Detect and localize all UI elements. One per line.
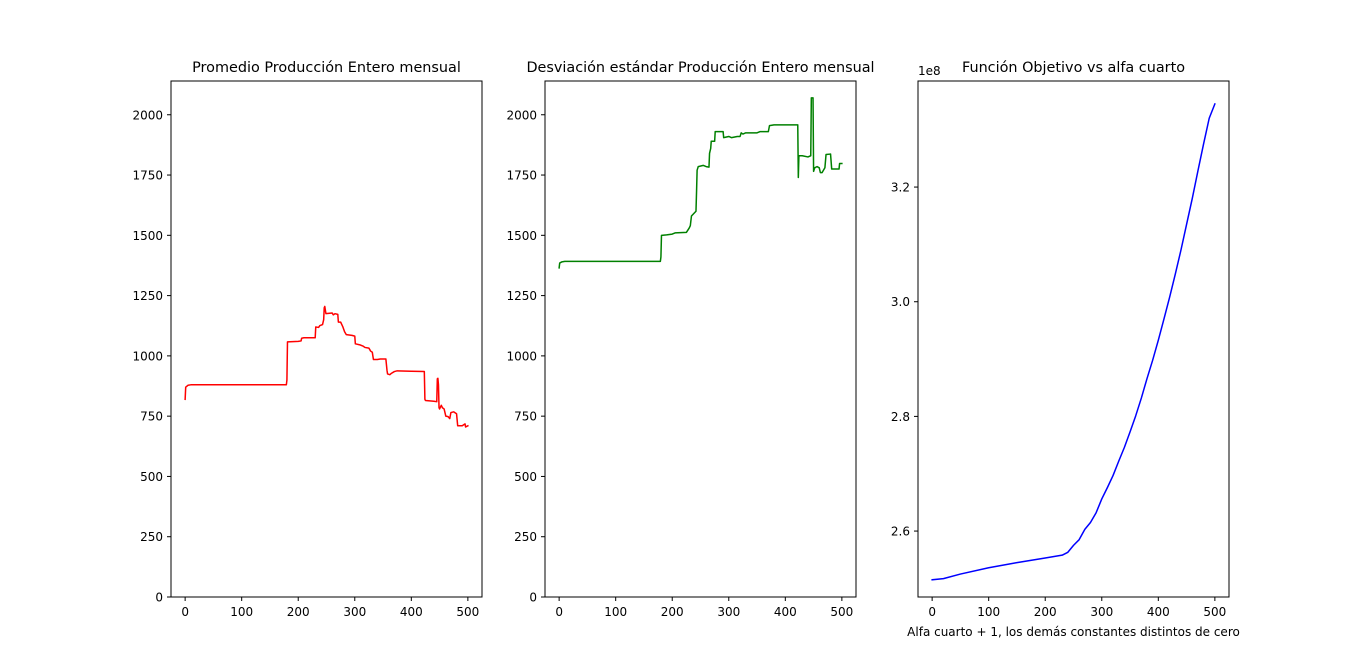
y-tick-label: 1250 xyxy=(132,289,163,303)
x-tick-label: 200 xyxy=(287,605,310,619)
x-tick-label: 400 xyxy=(774,605,797,619)
y-tick-label: 750 xyxy=(514,410,537,424)
y-tick-label: 2000 xyxy=(506,108,537,122)
subplots-group: 0 100 200 300 400 500025050075010001250150017… xyxy=(132,60,1239,639)
y-tick-label: 3.0 xyxy=(891,295,910,309)
x-tick-label: 0 xyxy=(181,605,189,619)
subplot-2: 0 100 200 300 400 500 0 250 500 750 1000 1250 1500 17… xyxy=(506,60,874,619)
y-tick-label: 2.6 xyxy=(891,525,910,539)
y-tick-label: 250 xyxy=(514,530,537,544)
chart-title: Desviación estándar Producción Entero me… xyxy=(526,60,874,76)
y-tick-label: 2000 xyxy=(132,108,163,122)
axes-frame xyxy=(170,80,483,598)
subplot-1: 0 100 200 300 400 500 0 250 500 750 1000 1250 1500 17… xyxy=(132,60,483,619)
chart-title: Función Objetivo vs alfa cuarto xyxy=(962,60,1185,76)
y-tick-label: 1000 xyxy=(506,349,537,363)
y-tick-label: 250 xyxy=(140,530,163,544)
y-tick-label: 1750 xyxy=(506,169,537,183)
axes-frame xyxy=(917,80,1230,598)
chart-title: Promedio Producción Entero mensual xyxy=(192,60,461,76)
x-tick-label: 0 xyxy=(928,605,936,619)
x-tick-label: 500 xyxy=(830,605,853,619)
y-tick-label: 1250 xyxy=(506,289,537,303)
axes-frame xyxy=(544,80,857,598)
y-tick-label: 0 xyxy=(529,591,537,605)
x-tick-label: 300 xyxy=(343,605,366,619)
x-tick-label: 500 xyxy=(456,605,479,619)
x-tick-label: 400 xyxy=(400,605,423,619)
y-tick-label: 500 xyxy=(514,470,537,484)
x-tick-label: 300 xyxy=(1090,605,1113,619)
series-line-1-1 xyxy=(184,305,469,428)
x-tick-label: 400 xyxy=(1147,605,1170,619)
x-tick-label: 500 xyxy=(1203,605,1226,619)
x-tick-label: 100 xyxy=(230,605,253,619)
y-tick-label: 0 xyxy=(155,591,163,605)
x-tick-label: 0 xyxy=(555,605,563,619)
x-tick-label: 100 xyxy=(977,605,1000,619)
y-tick-label: 1000 xyxy=(132,349,163,363)
y-tick-label: 3.2 xyxy=(891,181,910,195)
series-line-2-1 xyxy=(558,97,843,269)
x-tick-label: 200 xyxy=(1034,605,1057,619)
series-line-3-1 xyxy=(931,102,1216,581)
subplot-3: 0 100 200 300 400 500 2.6 2.8 3.0 3.2 Función Obje… xyxy=(891,60,1240,639)
y-tick-label: 1500 xyxy=(506,229,537,243)
y-tick-label: 2.8 xyxy=(891,410,910,424)
x-tick-label: 100 xyxy=(604,605,627,619)
y-tick-label: 750 xyxy=(140,410,163,424)
y-tick-label: 1750 xyxy=(132,169,163,183)
y-tick-label: 500 xyxy=(140,470,163,484)
x-tick-label: 300 xyxy=(717,605,740,619)
x-tick-label: 200 xyxy=(661,605,684,619)
y-offset-label: 1e8 xyxy=(918,64,941,78)
x-axis-label: Alfa cuarto + 1, los demás constantes di… xyxy=(907,625,1240,639)
y-tick-label: 1500 xyxy=(132,229,163,243)
